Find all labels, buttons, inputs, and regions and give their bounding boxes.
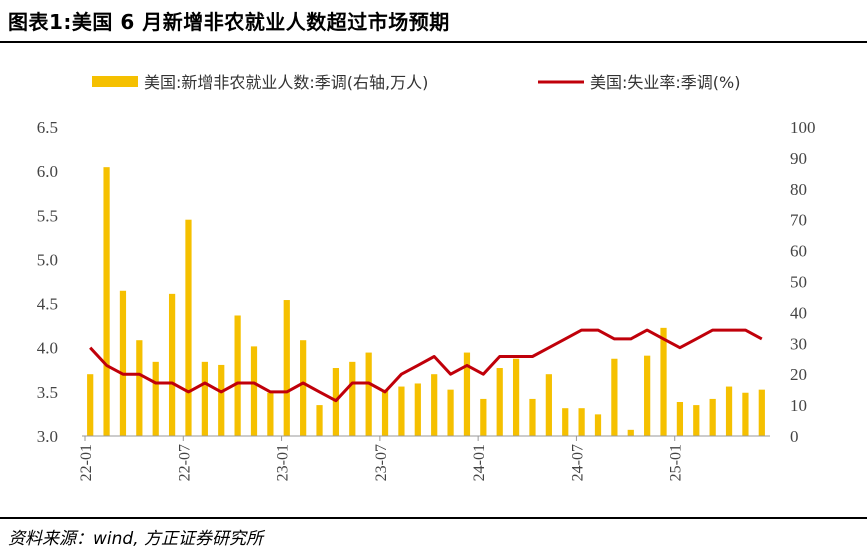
bar	[316, 405, 323, 436]
bar	[250, 346, 258, 436]
bar	[152, 361, 159, 436]
x-tick-label: 22-01	[78, 444, 95, 481]
line-series	[89, 328, 763, 403]
page-title: 图表1:美国 6 月新增非农就业人数超过市场预期	[8, 10, 450, 34]
left-tick-label: 4.5	[37, 295, 58, 314]
bar	[398, 386, 405, 436]
bar	[431, 374, 438, 436]
bar	[496, 368, 503, 436]
right-tick-label: 60	[790, 242, 807, 261]
left-axis: 6.5 6.0 5.5 5.0 4.5 4.0 3.5 3.0	[37, 118, 58, 446]
bar	[512, 358, 520, 436]
right-tick-label: 30	[790, 334, 807, 353]
bar-series	[87, 167, 765, 437]
left-tick-label: 4.0	[37, 339, 58, 358]
footer-rule	[0, 517, 867, 519]
bar	[463, 352, 471, 436]
right-tick-label: 20	[790, 365, 807, 384]
bar	[578, 408, 585, 436]
right-tick-label: 100	[790, 118, 816, 137]
bar	[283, 300, 290, 436]
left-tick-label: 3.0	[37, 427, 58, 446]
bar	[447, 389, 454, 436]
x-tick-label: 24-07	[569, 444, 586, 481]
bar	[709, 398, 716, 436]
right-tick-label: 70	[790, 211, 807, 230]
left-tick-label: 5.0	[37, 250, 58, 269]
source-note: 资料来源：wind, 方正证券研究所	[8, 529, 263, 549]
right-tick-label: 80	[790, 180, 807, 199]
bar	[168, 293, 176, 436]
x-tick-label: 23-07	[373, 444, 390, 481]
x-tick-label: 22-07	[176, 444, 193, 481]
bar	[103, 167, 110, 437]
legend-label-line: 美国:失业率:季调(%)	[590, 73, 740, 92]
bar	[185, 219, 192, 436]
x-tick-labels: 22-01 22-07 23-01 23-07 24-01 24-07 25-01	[78, 444, 685, 481]
right-tick-label: 50	[790, 273, 807, 292]
bar	[627, 429, 634, 436]
bar	[676, 402, 684, 436]
left-tick-label: 6.5	[37, 118, 58, 137]
bar	[119, 290, 127, 436]
x-tick-label: 23-01	[275, 444, 292, 481]
left-tick-label: 3.5	[37, 383, 58, 402]
bar	[414, 383, 421, 436]
bar	[365, 352, 372, 436]
right-tick-label: 40	[790, 303, 807, 322]
unemployment-line	[89, 328, 763, 403]
right-tick-label: 10	[790, 396, 807, 415]
x-tick-label: 24-01	[471, 444, 488, 481]
bar	[562, 408, 569, 436]
legend-swatch-bar	[92, 76, 138, 87]
bar	[644, 355, 651, 436]
legend-label-bar: 美国:新增非农就业人数:季调(右轴,万人)	[144, 73, 428, 92]
legend: 美国:新增非农就业人数:季调(右轴,万人) 美国:失业率:季调(%)	[92, 73, 740, 92]
right-tick-label: 90	[790, 149, 807, 168]
bar	[201, 361, 208, 436]
left-tick-label: 6.0	[37, 162, 58, 181]
bar	[529, 398, 536, 436]
title-rule	[0, 41, 867, 43]
bar	[725, 386, 733, 436]
bar	[136, 340, 143, 436]
bar	[234, 315, 241, 436]
bar	[742, 392, 749, 436]
bar	[267, 392, 274, 436]
bar	[660, 327, 667, 436]
bar	[758, 389, 765, 436]
bar	[594, 414, 602, 436]
bar	[300, 340, 307, 436]
right-tick-label: 0	[790, 427, 799, 446]
x-tick-label: 25-01	[668, 444, 685, 481]
bar	[545, 374, 552, 436]
bar	[87, 374, 94, 436]
bar	[218, 364, 225, 436]
bar	[381, 389, 389, 436]
x-axis	[82, 435, 770, 441]
left-tick-label: 5.5	[37, 206, 58, 225]
bar	[693, 405, 700, 436]
bar	[480, 398, 487, 436]
bar	[349, 361, 356, 436]
bar	[611, 358, 618, 436]
